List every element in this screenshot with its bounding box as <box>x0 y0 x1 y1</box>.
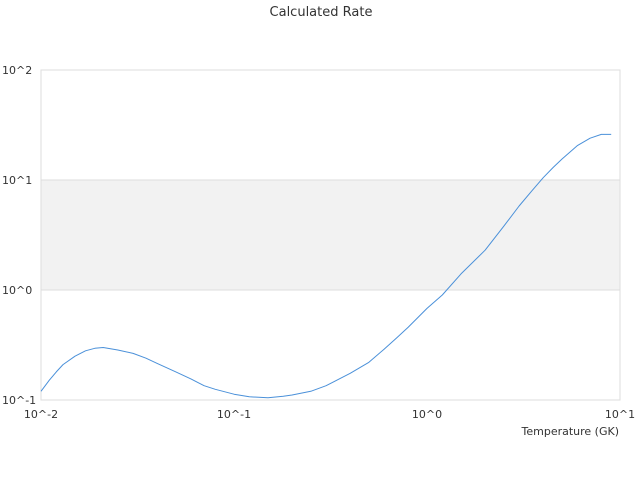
y-tick-label: 10^0 <box>2 284 32 297</box>
chart-title: Calculated Rate <box>270 5 373 20</box>
y-tick-layer: 10^-1 10^0 10^1 10^2 <box>2 64 36 407</box>
plot-frame <box>40 69 621 401</box>
band-layer <box>41 180 620 290</box>
x-tick-layer: 10^-2 10^-1 10^0 10^1 <box>24 408 635 421</box>
grid-band <box>41 180 620 290</box>
x-tick-label: 10^0 <box>412 408 442 421</box>
x-tick-label: 10^1 <box>605 408 635 421</box>
x-axis-title: Temperature (GK) <box>521 425 620 438</box>
y-tick-label: 10^2 <box>2 64 32 77</box>
y-tick-label: 10^1 <box>2 174 32 187</box>
x-tick-label: 10^-2 <box>24 408 58 421</box>
series-layer <box>40 133 612 399</box>
series-line <box>40 133 612 399</box>
x-tick-label: 10^-1 <box>217 408 251 421</box>
y-tick-label: 10^-1 <box>2 394 36 407</box>
